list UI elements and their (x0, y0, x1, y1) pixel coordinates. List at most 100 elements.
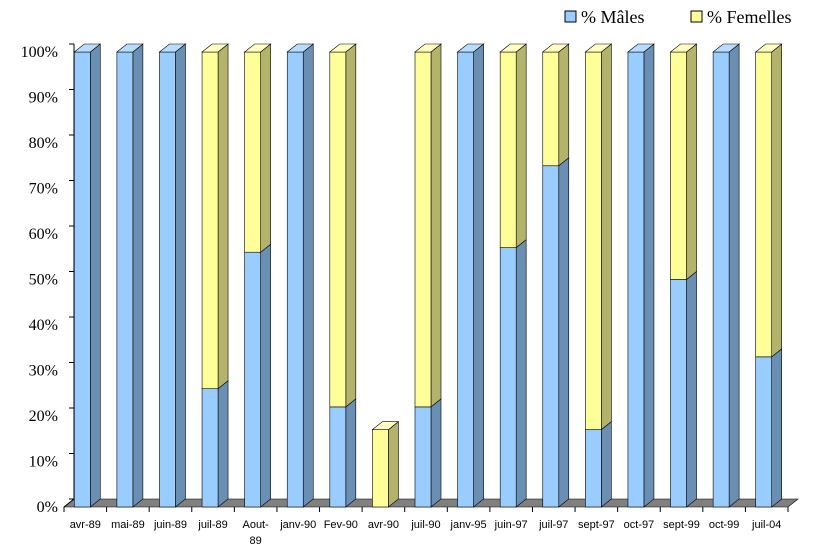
bar-females (414, 43, 442, 408)
x-tick-label: Fev-90 (324, 519, 358, 531)
bar-females (243, 43, 272, 253)
bar-males (627, 43, 655, 508)
bar-females (754, 43, 783, 358)
x-tick-label: avr-90 (368, 519, 399, 531)
bar-males (286, 43, 315, 508)
bar-males (329, 398, 357, 508)
y-tick-label: 20% (29, 408, 58, 425)
y-tick-label: 30% (29, 363, 58, 380)
bar-males (456, 43, 485, 508)
bar-males (712, 43, 740, 508)
bar-males-side (643, 43, 655, 508)
x-tick-label: janv-95 (450, 519, 487, 531)
x-tick-label: juil-89 (197, 519, 227, 531)
bar-males (542, 157, 570, 508)
x-tick-label: Aout-89 (242, 519, 269, 547)
bar-males-front (712, 51, 730, 508)
bar-males-side (728, 43, 740, 508)
bar-females-top (414, 43, 442, 53)
bar-females-front (244, 51, 261, 253)
y-tick-label: 90% (29, 90, 58, 107)
y-tick-label: 70% (29, 181, 58, 198)
legend-label: % Femelles (707, 7, 791, 27)
bar-females-side (345, 43, 357, 408)
bar-males-side (515, 239, 527, 508)
bar-males-front (457, 51, 474, 508)
bar-females-front (414, 51, 432, 408)
bar-females-side (260, 43, 271, 253)
bar-males-front (585, 429, 602, 508)
bar-females-front (670, 51, 687, 280)
bar-females-top (754, 43, 783, 53)
bar-females-top (328, 43, 357, 53)
bar-males-front (499, 247, 517, 508)
bar-males-side (217, 380, 229, 508)
bar-females-side (217, 43, 229, 390)
x-tick-label: oct-97 (624, 519, 655, 531)
bar-males (116, 43, 144, 508)
bar-males (414, 398, 442, 508)
legend-swatch (690, 10, 703, 23)
y-axis-base-line (63, 498, 75, 508)
bar-females (499, 43, 528, 249)
x-tick-label: juil-04 (751, 519, 781, 531)
bar-males-front (755, 356, 773, 508)
bar-males-top (712, 43, 740, 53)
y-tick-label: 100% (21, 44, 58, 61)
bar-females (328, 43, 357, 408)
x-tick-label: oct-99 (709, 519, 740, 531)
bar-females-top (201, 43, 229, 53)
bar-females-side (430, 43, 442, 408)
x-tick-label: sept-97 (578, 519, 615, 531)
bar-females-front (585, 51, 602, 430)
bar-females-side (771, 43, 783, 358)
bar-females-front (755, 51, 773, 358)
bar-males-side (345, 398, 357, 508)
bar-females-front (542, 51, 560, 167)
bar-females-top (243, 43, 272, 53)
bar-males-front (116, 51, 134, 508)
bar-males-side (89, 43, 101, 508)
bar-females (201, 43, 229, 390)
bar-females-top (499, 43, 528, 53)
bar-males (158, 43, 187, 508)
legend-item-males: % Mâles (564, 7, 644, 27)
bar-males-front (286, 51, 304, 508)
bar-females-front (499, 51, 517, 248)
bar-females (371, 421, 400, 508)
bar-males-top (116, 43, 144, 53)
bar-males-front (73, 51, 91, 508)
bar-males (670, 270, 697, 508)
bar-males (755, 348, 783, 508)
y-tick-label: 10% (29, 454, 58, 471)
bar-males-side (771, 348, 783, 508)
bar-males-top (158, 43, 187, 53)
bar-males-front (329, 406, 347, 508)
bar-males (201, 380, 229, 508)
y-tick-label: 60% (29, 226, 58, 243)
x-tick-label: janv-90 (279, 519, 316, 531)
x-tick-label: avr-89 (70, 519, 101, 531)
bar-females-front (372, 429, 389, 508)
bar-females-side (686, 43, 697, 281)
bar-females-top (541, 43, 570, 53)
x-tick-label: mai-89 (111, 519, 145, 531)
bar-males-side (132, 43, 144, 508)
bar-females-front (329, 51, 347, 408)
bar-females-side (601, 43, 612, 431)
bar-females-side (388, 421, 399, 508)
bar-males-top (286, 43, 315, 53)
bar-males-front (159, 51, 176, 508)
bar-males-side (686, 270, 697, 508)
bar-males-front (627, 51, 645, 508)
bar-males (244, 243, 271, 508)
bar-males (73, 43, 102, 508)
legend-swatch (564, 10, 577, 23)
bar-females-front (201, 51, 219, 390)
bar-females (541, 43, 570, 167)
legend-item-femelles: % Femelles (690, 7, 791, 27)
y-tick-label: 40% (29, 317, 58, 334)
bar-females-top (371, 421, 400, 430)
bar-males-top (73, 43, 102, 53)
